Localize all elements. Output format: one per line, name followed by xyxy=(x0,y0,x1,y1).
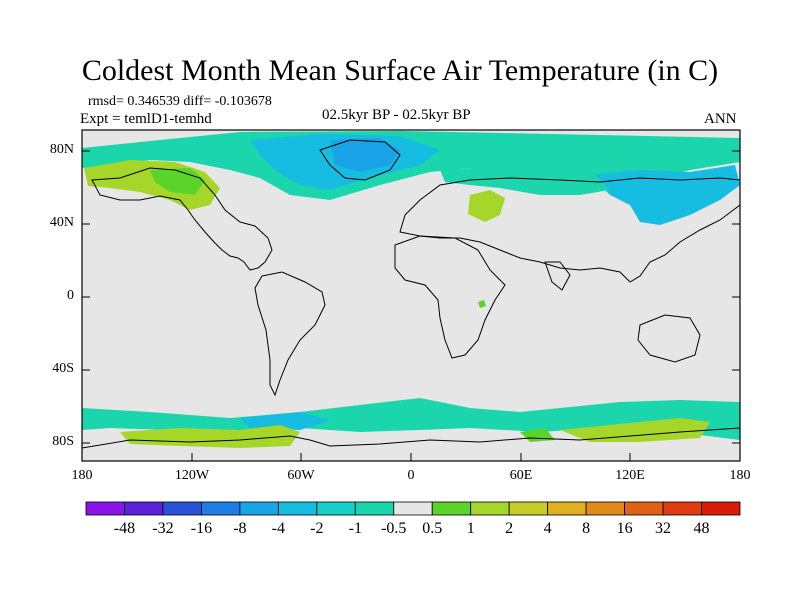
period-label: 02.5kyr BP - 02.5kyr BP xyxy=(322,107,471,123)
north-america-coast xyxy=(91,167,273,271)
colorbar-label: 16 xyxy=(616,520,633,537)
anomaly-eurasia-band xyxy=(440,165,610,195)
colorbar-swatch xyxy=(393,501,433,516)
anomaly-southern-cool-core xyxy=(240,412,330,430)
india-coast xyxy=(544,261,571,291)
colorbar-swatch xyxy=(508,501,549,516)
colorbar-swatch xyxy=(201,501,241,516)
colorbar-swatch xyxy=(701,501,741,516)
anomaly-greenland xyxy=(330,138,400,172)
lon-label: 180 xyxy=(729,468,751,483)
lon-ticks xyxy=(81,453,741,461)
lat-label: 80S xyxy=(52,434,74,449)
anomaly-africa-warm xyxy=(478,300,486,308)
colorbar-label: 8 xyxy=(582,520,591,537)
colorbar-label: -8 xyxy=(233,520,247,537)
colorbar-label: -48 xyxy=(113,520,136,537)
colorbar-swatch xyxy=(239,501,279,516)
colorbar-label: -1 xyxy=(348,520,362,537)
anomaly-siberia-cool xyxy=(590,165,740,225)
colorbar-label: -2 xyxy=(310,520,324,537)
map-title: Coldest Month Mean Surface Air Temperatu… xyxy=(81,54,719,87)
eurasia-coast xyxy=(399,177,740,283)
colorbar-swatch xyxy=(124,501,164,516)
colorbar-swatch xyxy=(316,501,356,516)
colorbar-swatch xyxy=(662,501,702,516)
colorbar-swatch xyxy=(277,501,318,516)
colorbar-swatch xyxy=(85,501,125,516)
lon-label: 60W xyxy=(287,468,315,483)
australia-coast xyxy=(637,314,701,363)
lon-label: 120W xyxy=(174,468,210,483)
experiment-label: Expt = temlD1-temhd xyxy=(80,111,212,127)
colorbar-swatch xyxy=(470,501,510,516)
lon-label: 0 xyxy=(407,468,415,483)
anomaly-antarctic-warm-east xyxy=(560,418,710,442)
lat-label: 0 xyxy=(67,288,74,303)
stats-text: rmsd= 0.346539 diff= -0.103678 xyxy=(88,94,272,109)
colorbar-label: 2 xyxy=(505,520,514,537)
lat-label: 40S xyxy=(52,361,74,376)
lat-label: 40N xyxy=(49,215,74,230)
lon-label: 60E xyxy=(509,468,533,483)
coastlines xyxy=(82,139,740,449)
colorbar-swatch xyxy=(585,501,625,516)
colorbar-label: -32 xyxy=(152,520,174,537)
colorbar-swatch xyxy=(162,501,202,516)
lat-ticks xyxy=(82,150,740,444)
colorbar-swatch xyxy=(354,501,395,516)
season-label: ANN xyxy=(704,111,737,127)
lat-label: 80N xyxy=(49,142,74,157)
anomaly-antarctic-warm-west xyxy=(120,425,300,448)
colorbar-label: 32 xyxy=(655,520,672,537)
antarctica-coast xyxy=(82,427,740,449)
colorbar-label: -16 xyxy=(190,520,213,537)
colorbar-swatch xyxy=(431,501,472,516)
anomaly-russia-warm xyxy=(468,190,505,222)
colorbar-label: -0.5 xyxy=(381,520,407,537)
colorbar-label: 0.5 xyxy=(422,520,443,537)
colorbar-swatch xyxy=(624,501,664,516)
colorbar-swatch xyxy=(547,501,587,516)
greenland-coast xyxy=(319,139,401,181)
south-america-coast xyxy=(254,271,326,397)
colorbar-label: 4 xyxy=(543,520,552,537)
colorbar-label: 1 xyxy=(466,520,475,537)
africa-coast xyxy=(394,235,506,359)
colorbar-label: -4 xyxy=(271,520,285,537)
lon-label: 120E xyxy=(615,468,645,483)
lon-label: 180 xyxy=(71,468,93,483)
colorbar-label: 48 xyxy=(693,520,710,537)
